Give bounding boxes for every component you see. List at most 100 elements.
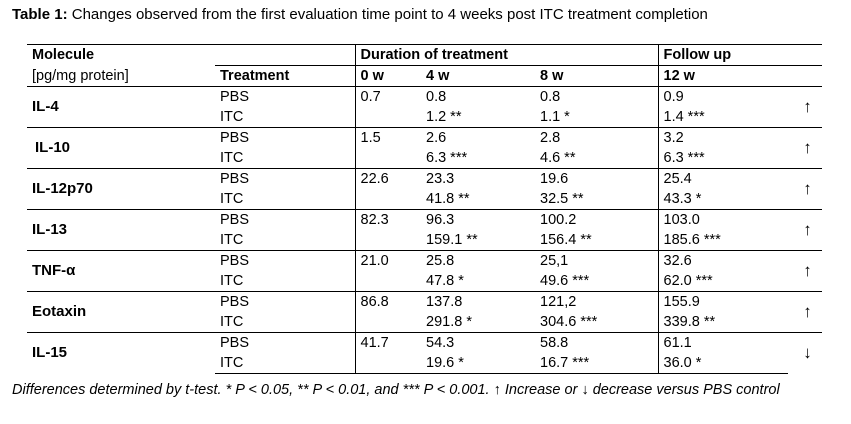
header-duration: Duration of treatment [354,44,658,66]
treatment-cell: ITC [215,353,355,374]
treatment-cell: PBS [215,332,355,353]
value-cell: 0.9 [657,86,788,107]
value-cell: 22.6 [354,168,421,189]
table-row: ITC 6.3 *** 4.6 ** 6.3 *** [27,148,822,169]
value-cell [354,271,421,292]
treatment-cell: ITC [220,232,244,248]
value-cell: 25.8 [421,250,535,271]
table-row: ITC 41.8 ** 32.5 ** 43.3 * [27,189,822,210]
table-row: TNF-α PBS 21.0 25.8 25,1 32.6 ↑ [27,250,822,292]
value-cell: 2.6 [421,127,535,148]
value-cell: 339.8 ** [657,312,788,333]
header-0w: 0 w [354,65,421,87]
table-row: ITC 47.8 * 49.6 *** 62.0 *** [27,271,822,292]
table-row: IL-10 PBS 1.5 2.6 2.8 3.2 ↑ [27,127,822,169]
treatment-cell: PBS [215,250,355,271]
value-cell: 3.2 [657,127,788,148]
treatment-cell: PBS [215,86,355,107]
table-row: IL-12p70 PBS 22.6 23.3 19.6 25.4 ↑ [27,168,822,210]
value-cell: 32.6 [657,250,788,271]
table-row: ITC 291.8 * 304.6 *** 339.8 ** [27,312,822,333]
value-cell [354,353,421,374]
value-cell: 47.8 * [426,273,464,289]
value-cell: 0.8 [421,86,535,107]
header-molecule: Molecule [27,44,215,66]
trend-arrow-icon: ↑ [788,291,822,333]
table-row: Eotaxin PBS 86.8 137.8 121,2 155.9 ↑ [27,291,822,333]
trend-arrow-icon: ↑ [788,168,822,210]
value-cell: 62.0 *** [657,271,788,292]
value-cell: 54.3 [421,332,535,353]
value-cell: 1.1 * [540,109,570,125]
value-cell: 2.8 [535,127,658,148]
caption-text: Changes observed from the first evaluati… [67,6,708,23]
molecule-name: Eotaxin [27,291,215,333]
table-row: IL-13 PBS 82.3 96.3 100.2 103.0 ↑ [27,209,822,251]
table-row: ITC 159.1 ** 156.4 ** 185.6 *** [27,230,822,251]
header-4w: 4 w [421,65,535,87]
value-cell: 16.7 *** [535,353,658,374]
table-caption: Table 1: Changes observed from the first… [12,6,708,23]
value-cell: 43.3 * [657,189,788,210]
treatment-cell: ITC [220,314,244,330]
value-cell: 36.0 * [657,353,788,374]
value-cell: 1.5 [354,127,421,148]
value-cell: 41.7 [354,332,421,353]
treatment-cell: ITC [220,191,244,207]
treatment-cell: PBS [215,168,355,189]
header-row-1: Molecule Duration of treatment Follow up [27,44,822,66]
value-cell: 159.1 ** [426,232,478,248]
value-cell: 185.6 *** [657,230,788,251]
value-cell: 61.1 [657,332,788,353]
trend-arrow-icon: ↑ [788,127,822,169]
value-cell: 1.2 ** [426,109,462,125]
trend-arrow-icon: ↑ [788,209,822,251]
value-cell: 86.8 [354,291,421,312]
value-cell [354,148,421,169]
value-cell [354,107,421,128]
value-cell: 23.3 [421,168,535,189]
treatment-cell: PBS [215,127,355,148]
trend-arrow-icon: ↑ [788,250,822,292]
header-row-2: [pg/mg protein] Treatment 0 w 4 w 8 w 12… [27,65,822,87]
table-row: IL-4 PBS 0.7 0.8 0.8 0.9 ↑ [27,86,822,128]
value-cell [354,312,421,333]
value-cell: 155.9 [657,291,788,312]
value-cell: 291.8 * [426,314,472,330]
value-cell: 304.6 *** [540,314,598,330]
value-cell: 41.8 ** [426,191,470,207]
value-cell: 6.3 *** [657,148,788,169]
treatment-cell: PBS [215,291,355,312]
molecule-name: TNF-α [27,250,215,292]
table-row: ITC 1.2 ** 1.1 * 1.4 *** [27,107,822,128]
molecule-name: IL-4 [27,86,215,128]
value-cell: 0.7 [354,86,421,107]
value-cell: 6.3 *** [426,150,468,166]
value-cell: 156.4 ** [540,232,592,248]
value-cell [354,230,421,251]
header-unit: [pg/mg protein] [32,67,129,84]
molecule-name: IL-12p70 [27,168,215,210]
header-followup: Follow up [657,44,788,66]
value-cell: 32.5 ** [540,191,584,207]
value-cell: 1.4 *** [657,107,788,128]
treatment-cell: ITC [220,150,244,166]
value-cell: 103.0 [657,209,788,230]
trend-arrow-icon: ↑ [788,86,822,128]
treatment-cell: ITC [220,109,244,125]
value-cell: 58.8 [535,332,658,353]
molecule-name: IL-15 [27,332,215,374]
value-cell: 4.6 ** [540,150,576,166]
value-cell: 19.6 [535,168,658,189]
cytokine-table: Molecule Duration of treatment Follow up… [27,44,822,374]
table-row: IL-15 PBS 41.7 54.3 58.8 61.1 ↓ [27,332,822,374]
value-cell: 49.6 *** [540,273,590,289]
treatment-cell: ITC [220,273,244,289]
header-treatment: Treatment [215,65,355,87]
trend-arrow-icon: ↓ [788,332,822,374]
value-cell: 0.8 [535,86,658,107]
caption-label: Table 1: [12,6,68,23]
treatment-cell: PBS [215,209,355,230]
value-cell: 21.0 [354,250,421,271]
header-12w: 12 w [657,65,788,87]
